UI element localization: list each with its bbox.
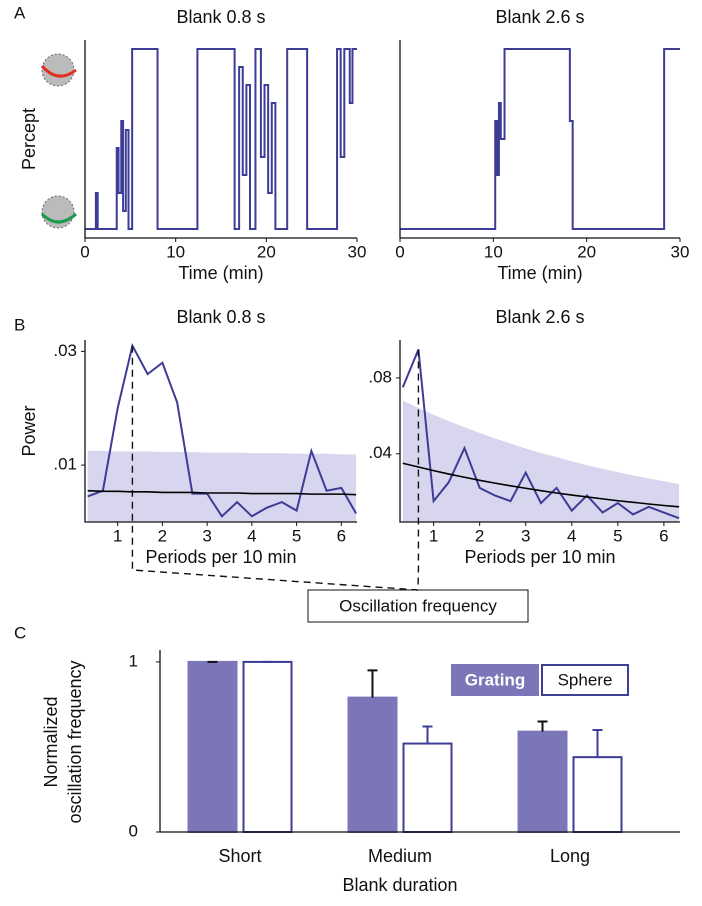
- x-tick-label: 0: [80, 242, 89, 261]
- sphere-icon-top: [40, 53, 77, 87]
- y-tick-label: 0: [129, 821, 138, 840]
- y-tick-label: .03: [53, 341, 77, 360]
- y-axis-label: Normalized: [41, 696, 61, 787]
- x-tick-label: 4: [247, 526, 256, 545]
- x-axis-label: Periods per 10 min: [464, 547, 615, 567]
- data-line: [400, 48, 680, 230]
- panel-label: A: [14, 3, 26, 22]
- legend-swatch: [451, 664, 539, 696]
- chart-title: Blank 0.8 s: [176, 307, 265, 327]
- bar: [572, 756, 623, 833]
- axis: [399, 340, 680, 523]
- y-tick-label: .08: [368, 367, 392, 386]
- axis: [399, 40, 680, 239]
- y-tick-label: .01: [53, 455, 77, 474]
- annotation-box: [307, 589, 529, 623]
- x-tick-label: 6: [659, 526, 668, 545]
- x-tick-label: Medium: [368, 846, 432, 866]
- x-axis-label: Blank duration: [342, 875, 457, 895]
- chart-title: Blank 0.8 s: [176, 7, 265, 27]
- x-tick-label: 20: [257, 242, 276, 261]
- x-tick-label: 3: [202, 526, 211, 545]
- legend-label: Sphere: [558, 670, 613, 689]
- x-axis-label: Time (min): [497, 263, 582, 283]
- y-tick-label: 1: [129, 651, 138, 670]
- error-bar: [537, 720, 548, 732]
- x-tick-label: 2: [158, 526, 167, 545]
- x-tick-label: 10: [166, 242, 185, 261]
- x-tick-label: 30: [671, 242, 690, 261]
- x-tick-label: 4: [567, 526, 576, 545]
- x-axis-label: Time (min): [178, 263, 263, 283]
- x-axis-label: Periods per 10 min: [145, 547, 296, 567]
- confidence-band: [87, 450, 357, 522]
- error-bar: [592, 728, 603, 758]
- legend-swatch: [541, 664, 629, 696]
- x-tick-label: 5: [292, 526, 301, 545]
- x-tick-label: 10: [484, 242, 503, 261]
- x-tick-label: 1: [113, 526, 122, 545]
- chart-title: Blank 2.6 s: [495, 307, 584, 327]
- error-bar: [367, 669, 378, 698]
- sphere-icon-bottom: [40, 195, 77, 229]
- data-line: [85, 48, 357, 230]
- bar: [347, 696, 398, 833]
- y-axis-label: Power: [19, 405, 39, 456]
- x-tick-label: Short: [218, 846, 261, 866]
- bar: [187, 660, 238, 834]
- axis: [84, 340, 357, 523]
- bar: [402, 742, 453, 833]
- x-tick-label: 0: [395, 242, 404, 261]
- error-bar: [422, 725, 433, 744]
- y-axis-label: Percept: [19, 108, 39, 170]
- x-tick-label: 2: [475, 526, 484, 545]
- x-tick-label: 6: [337, 526, 346, 545]
- y-tick-label: .04: [368, 443, 392, 462]
- x-tick-label: 30: [348, 242, 367, 261]
- bar: [517, 730, 568, 833]
- data-line: [401, 349, 680, 520]
- fit-line: [402, 462, 680, 508]
- x-tick-label: Long: [550, 846, 590, 866]
- chart-title: Blank 2.6 s: [495, 7, 584, 27]
- x-tick-label: 5: [613, 526, 622, 545]
- x-tick-label: 3: [521, 526, 530, 545]
- annotation: Oscillation frequency: [339, 596, 497, 615]
- confidence-band: [402, 400, 680, 522]
- bar: [242, 660, 293, 834]
- peak-marker: [131, 345, 419, 591]
- fit-line: [87, 489, 357, 496]
- panel-label: C: [14, 623, 26, 642]
- x-tick-label: 1: [429, 526, 438, 545]
- panel-label: B: [14, 315, 25, 334]
- x-tick-label: 20: [577, 242, 596, 261]
- legend-label: Grating: [465, 670, 525, 689]
- y-axis-label: oscillation frequency: [65, 660, 85, 823]
